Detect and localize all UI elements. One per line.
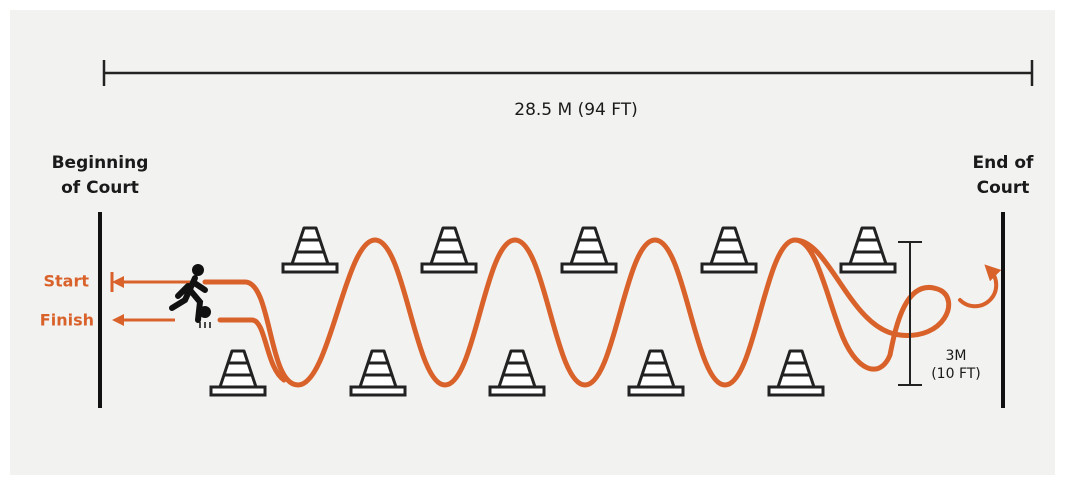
- start-label: Start: [43, 272, 89, 291]
- width-label: (10 FT): [931, 366, 981, 382]
- length-label: 28.5 M (94 FT): [514, 100, 638, 120]
- end-label: Court: [977, 178, 1030, 198]
- finish-label: Finish: [40, 311, 94, 330]
- beginning-label: of Court: [61, 178, 139, 198]
- page: 28.5 M (94 FT) Beginning of Court End of…: [0, 0, 1065, 487]
- beginning-label: Beginning: [52, 153, 149, 173]
- width-label: 3M: [946, 348, 967, 364]
- diagram: 28.5 M (94 FT) Beginning of Court End of…: [0, 0, 1065, 487]
- end-label: End of: [973, 153, 1034, 173]
